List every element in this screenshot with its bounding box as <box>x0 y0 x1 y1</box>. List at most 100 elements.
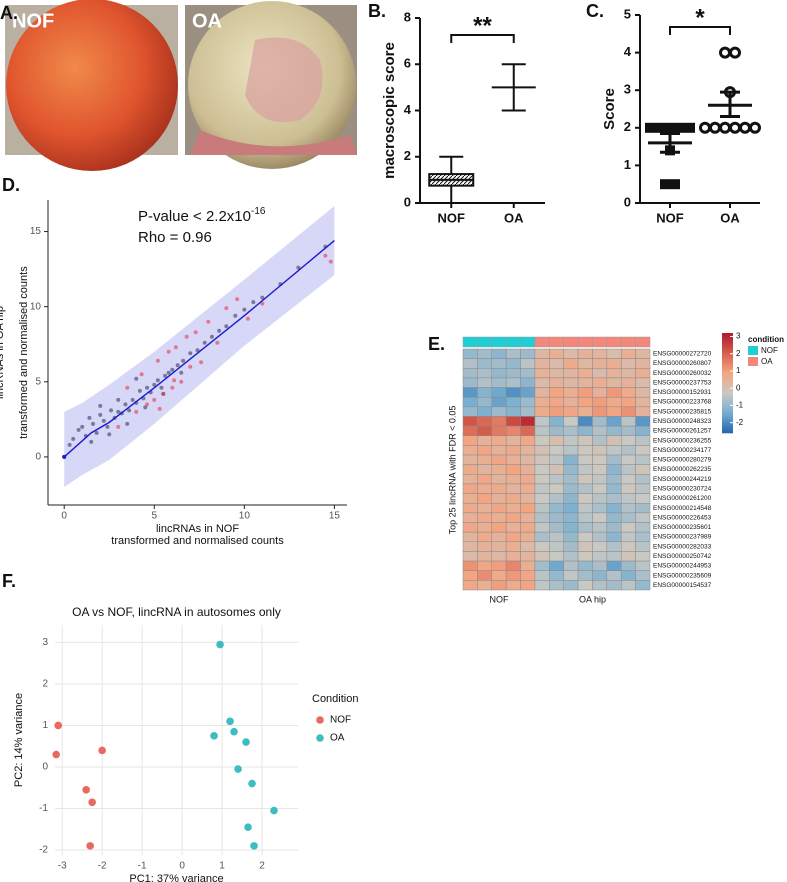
heatmap-cell <box>520 483 536 494</box>
heatmap-cell <box>549 502 564 514</box>
heatmap-cell <box>620 464 636 475</box>
x-tick-label: -3 <box>58 861 67 872</box>
heatmap-cell <box>563 570 579 581</box>
heatmap-cell <box>563 445 579 456</box>
point <box>729 121 741 134</box>
heatmap-cell <box>491 368 507 379</box>
colorbar-label: -2 <box>736 418 744 427</box>
heatmap-cell <box>592 493 608 504</box>
heatmap-cell <box>491 512 507 523</box>
point <box>145 402 150 407</box>
colorbar-segment <box>722 397 733 400</box>
point <box>94 430 99 435</box>
row-label: ENSG00000244219 <box>653 476 712 483</box>
heatmap-cell <box>635 531 651 543</box>
heatmap-cell <box>563 387 579 398</box>
heatmap-cell <box>563 580 579 591</box>
heatmap-cell <box>606 483 622 494</box>
row-label: ENSG00000272720 <box>653 351 712 358</box>
colorbar-label: 2 <box>736 349 741 358</box>
colorbar-segment <box>722 411 733 414</box>
y-axis-label: lincRNAs in OA hip <box>0 306 6 399</box>
heatmap-cell <box>505 416 521 427</box>
y-tick-label: -1 <box>39 803 48 814</box>
x-tick-label: OA <box>504 210 524 225</box>
heatmap-cell <box>462 416 478 427</box>
heatmap-cell <box>549 493 564 504</box>
heatmap-cell <box>606 560 622 571</box>
heatmap-cell <box>635 570 651 581</box>
point <box>242 738 250 746</box>
point <box>80 424 85 429</box>
heatmap-cell <box>606 358 622 369</box>
colorbar-segment <box>722 365 733 368</box>
heatmap-cell <box>606 464 622 475</box>
chart-title: OA vs NOF, lincRNA in autosomes only <box>72 605 281 619</box>
heatmap-cell <box>477 483 493 494</box>
heatmap-cell <box>563 493 579 504</box>
heatmap-cell <box>563 522 579 533</box>
heatmap-cell <box>635 541 651 552</box>
y-tick-label: 3 <box>42 637 48 648</box>
heatmap-cell <box>606 570 622 581</box>
heatmap-cell <box>549 483 564 494</box>
heatmap-cell <box>491 454 507 465</box>
column-annotation <box>620 336 636 348</box>
heatmap-cell <box>592 570 608 581</box>
heatmap-cell <box>520 464 536 475</box>
colorbar-segment <box>722 429 733 432</box>
y-tick-label: 4 <box>624 44 632 59</box>
heatmap-cell <box>520 474 536 485</box>
heatmap-cell <box>592 512 608 523</box>
heatmap-cell <box>505 474 521 485</box>
heatmap-cell <box>592 387 608 398</box>
point <box>260 295 265 300</box>
heatmap-cell <box>462 483 478 494</box>
row-label: ENSG00000261257 <box>653 428 712 435</box>
point <box>250 842 258 850</box>
heatmap-cell <box>534 570 550 581</box>
point <box>234 765 242 773</box>
heatmap-cell <box>577 464 593 475</box>
row-label: ENSG00000260807 <box>653 360 712 367</box>
row-label: ENSG00000223768 <box>653 399 712 406</box>
point <box>107 432 112 437</box>
point <box>116 409 121 414</box>
colorbar-segment <box>722 341 733 344</box>
column-group-label: OA hip <box>579 594 606 604</box>
heatmap-cell <box>462 368 478 379</box>
heatmap-cell <box>577 416 593 427</box>
legend-swatch <box>316 734 324 742</box>
heatmap-cell <box>462 474 478 485</box>
heatmap-cell <box>549 560 564 571</box>
legend-label: NOF <box>330 715 351 726</box>
fit-origin <box>62 454 67 459</box>
heatmap-cell <box>606 493 622 504</box>
x-tick-label: 0 <box>61 511 67 522</box>
point <box>155 358 160 363</box>
heatmap-cell <box>491 531 507 543</box>
heatmap-cell <box>491 425 507 437</box>
heatmap-cell <box>549 348 564 359</box>
point <box>660 179 670 190</box>
point <box>145 385 150 390</box>
point <box>143 405 148 410</box>
heatmap-cell <box>606 580 622 591</box>
heatmap-cell <box>520 396 536 408</box>
heatmap-cell <box>577 377 593 388</box>
heatmap-cell <box>563 406 579 417</box>
heatmap-cell <box>462 348 478 359</box>
colorbar-segment <box>722 417 733 420</box>
heatmap-cell <box>577 483 593 494</box>
heatmap-cell <box>620 512 636 523</box>
heatmap-cell <box>534 368 550 379</box>
point <box>260 301 265 306</box>
heatmap-cell <box>505 406 521 417</box>
heatmap-cell <box>606 416 622 427</box>
heatmap-cell <box>477 493 493 504</box>
y-axis-label: Top 25 lincRNA with FDR < 0.05 <box>447 406 457 535</box>
heatmap-cell <box>491 483 507 494</box>
heatmap-cell <box>563 368 579 379</box>
heatmap-cell <box>505 551 521 562</box>
